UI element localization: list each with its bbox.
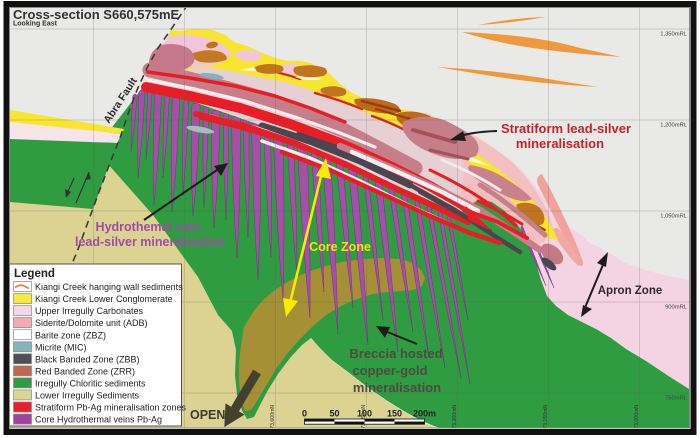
- svg-text:Lower Irregully Sediments: Lower Irregully Sediments: [35, 391, 140, 401]
- svg-text:7,373,450mN: 7,373,450mN: [361, 405, 367, 436]
- svg-text:7,373,150mN: 7,373,150mN: [543, 405, 549, 436]
- svg-text:750mRL: 750mRL: [665, 396, 688, 402]
- svg-text:1,350mRL: 1,350mRL: [660, 32, 688, 38]
- svg-text:Apron Zone: Apron Zone: [598, 285, 663, 297]
- svg-text:OPEN: OPEN: [190, 408, 225, 422]
- svg-text:Hydrothemal vein: Hydrothemal vein: [96, 220, 201, 234]
- svg-text:1,200mRL: 1,200mRL: [660, 123, 688, 129]
- svg-text:Stratiform lead-silver: Stratiform lead-silver: [501, 121, 631, 136]
- svg-text:Core Hydrothermal veins Pb-Ag: Core Hydrothermal veins Pb-Ag: [35, 415, 162, 425]
- svg-text:Cross-section S660,575mE: Cross-section S660,575mE: [13, 7, 180, 22]
- svg-text:1,050mRL: 1,050mRL: [660, 214, 688, 220]
- svg-text:100: 100: [357, 409, 372, 419]
- svg-text:Legend: Legend: [14, 268, 55, 280]
- svg-text:copper-gold: copper-gold: [352, 363, 427, 378]
- svg-text:Stratiform Pb-Ag mineralisatio: Stratiform Pb-Ag mineralisation zones: [35, 403, 187, 413]
- svg-text:Irregully Chloritic sediments: Irregully Chloritic sediments: [35, 379, 146, 389]
- svg-text:50: 50: [329, 409, 339, 419]
- svg-text:Looking East: Looking East: [13, 21, 58, 28]
- svg-text:7,373,300mN: 7,373,300mN: [452, 405, 458, 436]
- svg-text:Black Banded Zone (ZBB): Black Banded Zone (ZBB): [35, 354, 140, 364]
- svg-text:150: 150: [387, 409, 402, 419]
- svg-text:Kiangi Creek hanging wall sedi: Kiangi Creek hanging wall sediments: [35, 282, 183, 292]
- svg-text:7,373,600mN: 7,373,600mN: [270, 405, 276, 436]
- svg-text:lead-silver mineralisation: lead-silver mineralisation: [75, 235, 225, 249]
- svg-text:200m: 200m: [413, 409, 436, 419]
- svg-text:Kiangi Creek Lower Conglomerat: Kiangi Creek Lower Conglomerate: [35, 294, 173, 304]
- svg-text:Siderite/Dolomite unit (ADB): Siderite/Dolomite unit (ADB): [35, 318, 148, 328]
- svg-text:mineralisation: mineralisation: [353, 380, 441, 395]
- svg-text:Breccia hosted: Breccia hosted: [349, 346, 442, 361]
- svg-text:900mRL: 900mRL: [665, 305, 688, 311]
- svg-text:Red Banded Zone (ZRR): Red Banded Zone (ZRR): [35, 367, 135, 377]
- svg-text:Barite zone (ZBZ): Barite zone (ZBZ): [35, 330, 106, 340]
- svg-text:7,373,000mN: 7,373,000mN: [634, 405, 640, 436]
- svg-text:0: 0: [302, 409, 307, 419]
- svg-text:mineralisation: mineralisation: [516, 136, 604, 151]
- svg-text:Upper Irregully Carbonates: Upper Irregully Carbonates: [35, 306, 144, 316]
- svg-text:Core Zone: Core Zone: [309, 240, 371, 254]
- svg-text:Micrite (MIC): Micrite (MIC): [35, 342, 87, 352]
